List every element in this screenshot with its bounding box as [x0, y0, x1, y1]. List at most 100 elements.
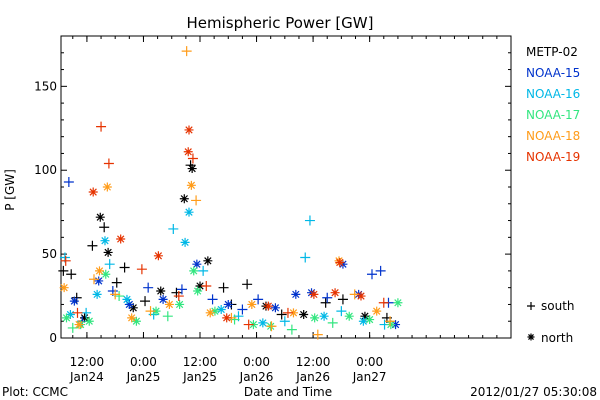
north-star-marker [153, 251, 163, 261]
south-plus-marker [88, 274, 99, 285]
north-star-marker [216, 304, 226, 314]
south-plus-marker [375, 265, 386, 276]
north-star-marker [205, 308, 215, 318]
south-plus-marker [168, 223, 179, 234]
north-star-marker [69, 296, 79, 306]
footer-timestamp: 2012/01/27 05:30:08 [470, 385, 597, 399]
north-star-marker [156, 286, 166, 296]
footer-plot-credit: Plot: CCMC [2, 385, 68, 399]
south-plus-marker [176, 284, 187, 295]
south-plus-marker [162, 311, 173, 322]
north-star-marker [270, 303, 280, 313]
north-star-marker [124, 299, 134, 309]
south-plus-marker [104, 259, 115, 270]
south-plus-marker [99, 222, 110, 233]
north-star-marker [258, 318, 268, 328]
x-tick-date-label: Jan25 [182, 370, 217, 384]
north-star-marker [103, 247, 113, 257]
north-star-marker [184, 207, 194, 217]
south-plus-marker [87, 240, 98, 251]
south-plus-marker [385, 316, 396, 327]
south-plus-marker [143, 282, 154, 293]
north-star-marker [95, 212, 105, 222]
x-tick-date-label: Jan27 [352, 370, 387, 384]
series-noaa-16 [59, 207, 390, 330]
legend-entry-noaa-18: NOAA-18 [526, 129, 580, 143]
south-plus-marker [110, 289, 121, 300]
north-star-marker [338, 259, 348, 269]
south-plus-marker [201, 280, 212, 291]
north-star-marker [319, 311, 329, 321]
x-tick-label: 12:00 [70, 355, 105, 369]
north-star-marker [193, 286, 203, 296]
legend-entry-noaa-19: NOAA-19 [526, 150, 580, 164]
north-star-marker [116, 234, 126, 244]
north-star-marker [128, 303, 138, 313]
series-metp-02 [58, 160, 392, 323]
north-star-marker [164, 299, 174, 309]
south-plus-marker [191, 195, 202, 206]
x-tick-date-label: Jan26 [239, 370, 274, 384]
north-star-marker [195, 281, 205, 291]
north-star-marker [309, 289, 319, 299]
north-star-marker [393, 298, 403, 308]
series-noaa-19 [60, 121, 389, 330]
south-plus-marker [136, 264, 147, 275]
north-star-marker [189, 266, 199, 276]
y-axis: 0 50 100 150 [34, 35, 511, 345]
south-plus-marker [300, 252, 311, 263]
south-plus-marker [266, 321, 277, 332]
legend-entry-noaa-17: NOAA-17 [526, 108, 580, 122]
south-plus-marker [72, 307, 83, 318]
north-star-marker [291, 289, 301, 299]
north-star-marker [184, 125, 194, 135]
legend-entry-noaa-15: NOAA-15 [526, 66, 580, 80]
south-plus-marker [243, 319, 254, 330]
north-star-marker [391, 320, 401, 330]
north-star-marker [183, 147, 193, 157]
x-axis-label: Date and Time [244, 385, 332, 399]
north-star-marker [179, 194, 189, 204]
north-star-marker [158, 294, 168, 304]
south-plus-marker [60, 255, 71, 266]
chart-title: Hemispheric Power [GW] [187, 14, 374, 32]
south-plus-marker [96, 121, 107, 132]
north-star-marker [100, 236, 110, 246]
south-plus-marker [322, 292, 333, 303]
south-plus-marker [282, 307, 293, 318]
south-plus-marker [279, 316, 290, 327]
legend-south-label: south [541, 299, 575, 313]
south-plus-marker [63, 176, 74, 187]
north-star-marker [203, 256, 213, 266]
north-star-marker [80, 313, 90, 323]
south-plus-marker [181, 46, 192, 57]
y-axis-label: P [GW] [3, 169, 17, 211]
x-tick-label: 0:00 [243, 355, 270, 369]
north-star-marker [335, 258, 345, 267]
north-star-marker [356, 291, 366, 301]
north-star-marker [180, 237, 190, 247]
north-star-marker [186, 180, 196, 190]
series-noaa-17 [61, 266, 403, 335]
north-star-marker [372, 306, 382, 316]
legend-entry-metp-02: METP-02 [526, 45, 578, 59]
north-star-marker [131, 316, 141, 326]
plot-frame [60, 35, 512, 339]
data-points [58, 46, 403, 340]
north-star-marker [84, 316, 94, 326]
north-star-marker [151, 306, 161, 316]
north-star-marker [365, 315, 375, 325]
south-plus-marker [145, 306, 156, 317]
south-plus-marker [327, 317, 338, 328]
north-star-marker [61, 313, 71, 323]
north-star-marker [386, 320, 396, 330]
legend-north-label: north [541, 331, 573, 345]
y-tick-label: 0 [49, 331, 57, 345]
south-plus-marker [187, 153, 198, 164]
north-star-marker [88, 187, 98, 197]
north-star-marker [527, 333, 535, 341]
south-plus-marker [242, 279, 253, 290]
south-plus-marker [336, 306, 347, 317]
series-noaa-18 [59, 46, 396, 340]
